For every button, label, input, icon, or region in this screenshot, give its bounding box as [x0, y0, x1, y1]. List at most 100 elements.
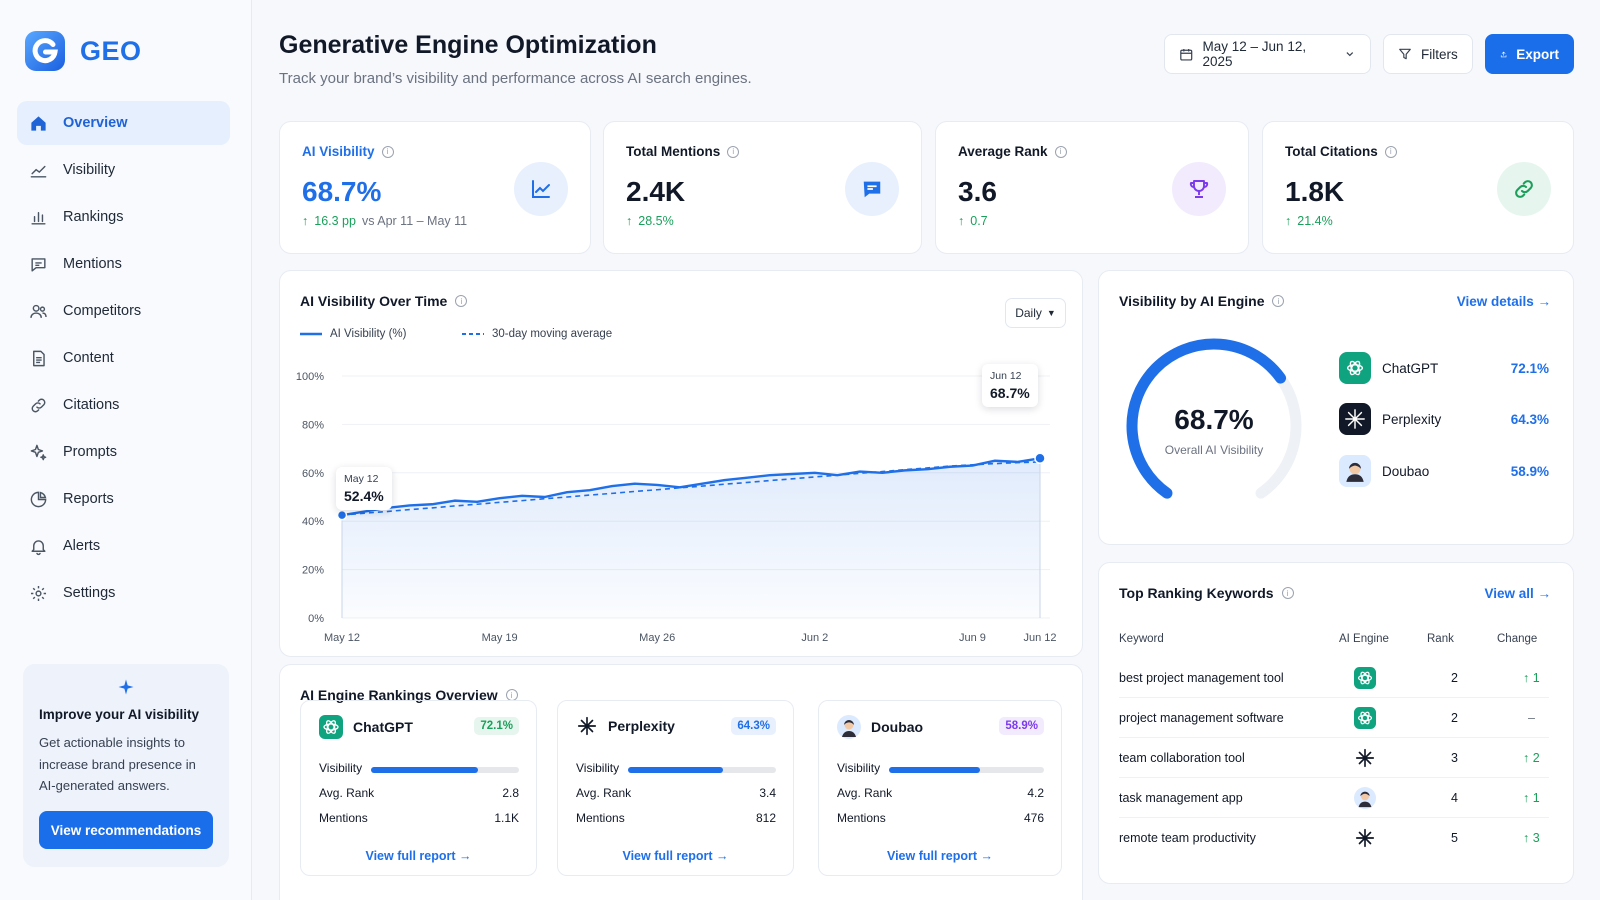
stat-value: 68.7% — [302, 176, 382, 207]
engine-header: Doubao — [837, 715, 923, 739]
avg-rank-row: Avg. Rank 4.2 — [837, 786, 1044, 800]
table-row[interactable]: team collaboration tool 3 ↑ 2 — [1119, 738, 1549, 778]
mentions-row: Mentions 476 — [837, 811, 1044, 825]
filters-button[interactable]: Filters — [1383, 34, 1473, 74]
engine-name: Perplexity — [1382, 411, 1442, 427]
keyword-cell: project management software — [1119, 711, 1284, 725]
table-row[interactable]: remote team productivity 5 ↑ 3 — [1119, 818, 1549, 858]
view-full-report-link[interactable]: View full report → — [622, 849, 729, 863]
x-tick-label: Jun 2 — [801, 632, 828, 644]
promo-card: Improve your AI visibility Get actionabl… — [23, 664, 229, 867]
upload-icon — [1500, 51, 1507, 57]
visibility-line — [341, 457, 1041, 517]
y-tick-label: 60% — [302, 468, 324, 480]
date-range-picker[interactable]: May 12 – Jun 12, 2025 — [1164, 34, 1371, 74]
stat-delta: ↑ 0.7 — [958, 214, 988, 228]
arrow-up-icon: ↑ — [626, 214, 633, 228]
stat-icon-circle — [514, 162, 568, 216]
sidebar: GEO Overview Visibility Rankings Mention… — [0, 0, 252, 900]
stat-label: AI Visibility i — [302, 144, 394, 159]
perplexity-icon — [577, 716, 597, 736]
view-recommendations-button[interactable]: View recommendations — [39, 811, 213, 849]
change-cell: ↑ 2 — [1523, 751, 1540, 765]
info-icon[interactable]: i — [455, 295, 468, 307]
nav-item-mentions[interactable]: Mentions — [17, 242, 230, 286]
promo-title: Improve your AI visibility — [39, 707, 200, 722]
visibility-bar — [628, 767, 776, 773]
engine-row-doubao[interactable]: Doubao 58.9% — [1339, 454, 1549, 488]
engine-summary-card-perplexity: Perplexity 64.3% Visibility Avg. Rank 3.4… — [557, 700, 794, 876]
perplexity-icon — [1354, 738, 1376, 778]
link-icon — [1515, 180, 1533, 198]
sparkle-icon — [30, 444, 47, 460]
engine-row-perplexity[interactable]: Perplexity 64.3% — [1339, 402, 1549, 436]
stat-value: 3.6 — [958, 176, 997, 207]
info-icon[interactable]: i — [1272, 295, 1285, 307]
view-details-link[interactable]: View details → — [1456, 294, 1551, 309]
x-tick-label: May 19 — [482, 632, 518, 644]
info-icon[interactable]: i — [381, 145, 394, 158]
x-tick-label: May 12 — [324, 632, 360, 644]
doubao-icon — [837, 715, 861, 739]
y-tick-label: 0% — [308, 613, 324, 625]
view-all-link[interactable]: View all → — [1484, 586, 1551, 601]
info-icon[interactable]: i — [1384, 145, 1397, 158]
visibility-bar — [371, 767, 519, 773]
chevron-down-icon — [1346, 52, 1354, 57]
y-tick-label: 40% — [302, 516, 324, 528]
perplexity-icon — [1339, 403, 1371, 435]
visibility-chart-card: AI Visibility Over Time i Daily ▼ AI Visib… — [279, 270, 1083, 657]
chart-tooltip-end: Jun 12 68.7% — [982, 364, 1038, 407]
nav-item-prompts[interactable]: Prompts — [17, 430, 230, 474]
table-row[interactable]: project management software 2 – — [1119, 698, 1549, 738]
mentions-row: Mentions 1.1K — [319, 811, 519, 825]
nav-item-settings[interactable]: Settings — [17, 571, 230, 615]
change-cell: ↑ 1 — [1523, 791, 1540, 805]
avg-rank-row: Avg. Rank 2.8 — [319, 786, 519, 800]
chatgpt-icon — [1354, 658, 1376, 698]
legend-solid-line — [300, 332, 322, 336]
engine-summary-card-chatgpt: ChatGPT 72.1% Visibility Avg. Rank 2.8 Me… — [300, 700, 537, 876]
nav-item-reports[interactable]: Reports — [17, 477, 230, 521]
x-tick-label: Jun 12 — [1023, 632, 1056, 644]
nav-item-citations[interactable]: Citations — [17, 383, 230, 427]
stat-card-ai-visibility[interactable]: AI Visibility i 68.7% ↑ 16.3 pp vs Apr 11 –… — [279, 121, 591, 254]
nav-item-rankings[interactable]: Rankings — [17, 195, 230, 239]
granularity-select[interactable]: Daily ▼ — [1005, 298, 1066, 328]
engine-row-chatgpt[interactable]: ChatGPT 72.1% — [1339, 351, 1549, 385]
brand-logo[interactable]: GEO — [24, 30, 142, 72]
nav-item-label: Visibility — [63, 162, 116, 178]
stat-delta: ↑ 16.3 pp vs Apr 11 – May 11 — [302, 214, 468, 228]
nav-item-alerts[interactable]: Alerts — [17, 524, 230, 568]
section-title: AI Visibility Over Time i — [300, 293, 468, 309]
nav-item-competitors[interactable]: Competitors — [17, 289, 230, 333]
stat-card-total-citations[interactable]: Total Citations i 1.8K ↑ 21.4% — [1262, 121, 1574, 254]
info-icon[interactable]: i — [1281, 587, 1294, 599]
visibility-row: Visibility — [319, 761, 363, 775]
chevron-down-icon: ▼ — [1046, 308, 1056, 318]
rankings-overview-card: AI Engine Rankings Overview i ChatGPT 72.… — [279, 664, 1083, 900]
stat-icon-circle — [1497, 162, 1551, 216]
stat-icon-circle — [845, 162, 899, 216]
trend-icon — [30, 165, 47, 178]
nav-item-content[interactable]: Content — [17, 336, 230, 380]
table-row[interactable]: best project management tool 2 ↑ 1 — [1119, 658, 1549, 698]
rank-cell: 4 — [1451, 791, 1458, 805]
stat-card-average-rank[interactable]: Average Rank i 3.6 ↑ 0.7 — [935, 121, 1249, 254]
table-row[interactable]: task management app 4 ↑ 1 — [1119, 778, 1549, 818]
stat-card-total-mentions[interactable]: Total Mentions i 2.4K ↑ 28.5% — [603, 121, 922, 254]
nav-item-overview[interactable]: Overview — [17, 101, 230, 145]
view-full-report-link[interactable]: View full report → — [886, 849, 994, 863]
export-button[interactable]: Export — [1485, 34, 1574, 74]
legend-item: AI Visibility (%) — [300, 328, 406, 340]
info-icon[interactable]: i — [727, 145, 740, 158]
perplexity-icon — [1354, 818, 1376, 858]
column-header: Keyword — [1119, 633, 1164, 645]
view-full-report-link[interactable]: View full report → — [365, 849, 472, 863]
y-tick-label: 100% — [296, 371, 324, 383]
chatgpt-icon — [1354, 698, 1376, 738]
export-label: Export — [1516, 46, 1559, 62]
nav-item-visibility[interactable]: Visibility — [17, 148, 230, 192]
info-icon[interactable]: i — [1054, 145, 1067, 158]
gauge-value: 68.7% — [1174, 404, 1254, 435]
